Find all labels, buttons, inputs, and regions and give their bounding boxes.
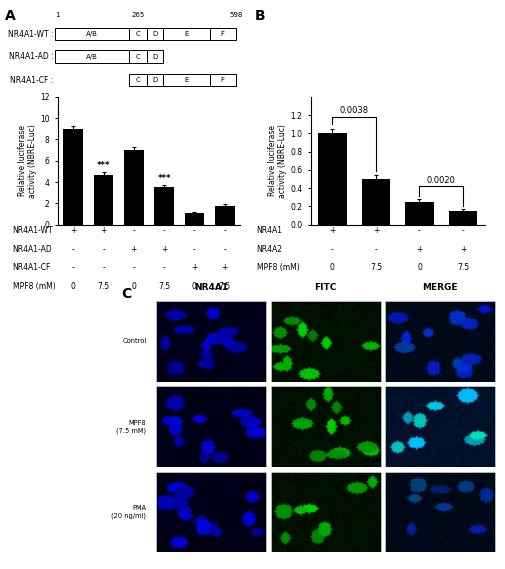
Text: ***: *** bbox=[97, 161, 110, 170]
Text: D: D bbox=[153, 31, 158, 37]
Text: 1: 1 bbox=[56, 12, 60, 18]
Text: 0.0020: 0.0020 bbox=[427, 175, 456, 184]
Text: MPF8 (mM): MPF8 (mM) bbox=[13, 282, 56, 291]
Text: -: - bbox=[72, 245, 75, 254]
Text: 7.5: 7.5 bbox=[97, 282, 110, 291]
Text: +: + bbox=[161, 245, 167, 254]
Y-axis label: Relative luciferase
activity (NBRE-Luc): Relative luciferase activity (NBRE-Luc) bbox=[268, 124, 287, 197]
Bar bbox=[210, 28, 236, 40]
Text: 0: 0 bbox=[330, 263, 335, 273]
Text: -: - bbox=[72, 263, 75, 273]
Text: MERGE: MERGE bbox=[423, 283, 458, 292]
Bar bbox=[129, 28, 147, 40]
Text: 0: 0 bbox=[192, 282, 197, 291]
Text: NR4A1-WT :: NR4A1-WT : bbox=[8, 30, 54, 39]
Bar bbox=[163, 74, 210, 86]
Text: +: + bbox=[222, 263, 228, 273]
Text: -: - bbox=[193, 226, 196, 235]
Text: 0.0038: 0.0038 bbox=[339, 106, 369, 115]
Text: PMA
(20 ng/ml): PMA (20 ng/ml) bbox=[112, 505, 146, 519]
Bar bbox=[163, 28, 210, 40]
Bar bbox=[155, 187, 174, 225]
Bar bbox=[55, 50, 129, 63]
Bar bbox=[362, 179, 390, 225]
Bar bbox=[129, 74, 147, 86]
Text: E: E bbox=[184, 31, 189, 37]
Text: A/B: A/B bbox=[86, 53, 98, 60]
Text: 7.5: 7.5 bbox=[219, 282, 231, 291]
Text: NR4A1-CF: NR4A1-CF bbox=[13, 263, 51, 273]
Text: A/B: A/B bbox=[86, 31, 98, 37]
Bar bbox=[94, 175, 114, 225]
Text: ***: *** bbox=[158, 174, 171, 183]
Text: NR4A2: NR4A2 bbox=[257, 245, 282, 254]
Bar bbox=[406, 202, 434, 225]
Text: +: + bbox=[416, 245, 423, 254]
Text: B: B bbox=[255, 9, 266, 23]
Bar bbox=[215, 205, 234, 225]
Text: C: C bbox=[136, 77, 140, 83]
Text: C: C bbox=[136, 31, 140, 37]
Bar bbox=[147, 28, 163, 40]
Text: -: - bbox=[331, 245, 334, 254]
Text: 7.5: 7.5 bbox=[158, 282, 170, 291]
Y-axis label: Relative luciferase
activity (NBRE-Luc): Relative luciferase activity (NBRE-Luc) bbox=[18, 124, 37, 197]
Text: -: - bbox=[418, 226, 421, 235]
Bar bbox=[210, 74, 236, 86]
Text: -: - bbox=[163, 226, 166, 235]
Text: -: - bbox=[163, 263, 166, 273]
Text: 0: 0 bbox=[71, 282, 76, 291]
Bar bbox=[449, 211, 477, 225]
Text: E: E bbox=[184, 77, 189, 83]
Bar bbox=[318, 133, 346, 225]
Bar bbox=[64, 129, 83, 225]
Text: NR4A1-WT: NR4A1-WT bbox=[13, 226, 53, 235]
Text: D: D bbox=[153, 77, 158, 83]
Text: Control: Control bbox=[122, 339, 146, 344]
Text: +: + bbox=[460, 245, 466, 254]
Text: MPF8
(7.5 mM): MPF8 (7.5 mM) bbox=[116, 420, 146, 434]
Text: C: C bbox=[136, 53, 140, 60]
Text: -: - bbox=[462, 226, 465, 235]
Bar bbox=[55, 28, 129, 40]
Text: 7.5: 7.5 bbox=[457, 263, 469, 273]
Text: A: A bbox=[5, 9, 16, 23]
Text: NR4A1-AD: NR4A1-AD bbox=[13, 245, 53, 254]
Text: MPF8 (mM): MPF8 (mM) bbox=[257, 263, 299, 273]
Bar bbox=[147, 74, 163, 86]
Bar bbox=[185, 213, 204, 225]
Text: 0: 0 bbox=[417, 263, 422, 273]
Text: NR4A1: NR4A1 bbox=[194, 283, 228, 292]
Text: +: + bbox=[329, 226, 335, 235]
Text: 265: 265 bbox=[131, 12, 145, 18]
Text: NR4A1-AD :: NR4A1-AD : bbox=[9, 52, 54, 61]
Bar bbox=[124, 150, 144, 225]
Text: +: + bbox=[373, 226, 379, 235]
Bar bbox=[147, 50, 163, 63]
Text: F: F bbox=[221, 77, 225, 83]
Text: FITC: FITC bbox=[315, 283, 337, 292]
Text: -: - bbox=[375, 245, 377, 254]
Text: 7.5: 7.5 bbox=[370, 263, 382, 273]
Text: D: D bbox=[153, 53, 158, 60]
Text: -: - bbox=[223, 226, 226, 235]
Text: -: - bbox=[132, 263, 135, 273]
Text: NR4A1: NR4A1 bbox=[257, 226, 282, 235]
Text: C: C bbox=[121, 287, 131, 302]
Text: -: - bbox=[223, 245, 226, 254]
Text: 598: 598 bbox=[229, 12, 242, 18]
Text: -: - bbox=[102, 263, 105, 273]
Text: +: + bbox=[191, 263, 197, 273]
Text: F: F bbox=[221, 31, 225, 37]
Text: 0: 0 bbox=[131, 282, 136, 291]
Text: +: + bbox=[70, 226, 76, 235]
Text: NR4A1-CF :: NR4A1-CF : bbox=[10, 76, 54, 85]
Bar bbox=[129, 50, 147, 63]
Text: -: - bbox=[102, 245, 105, 254]
Text: +: + bbox=[131, 245, 137, 254]
Text: -: - bbox=[193, 245, 196, 254]
Text: +: + bbox=[100, 226, 107, 235]
Text: -: - bbox=[132, 226, 135, 235]
